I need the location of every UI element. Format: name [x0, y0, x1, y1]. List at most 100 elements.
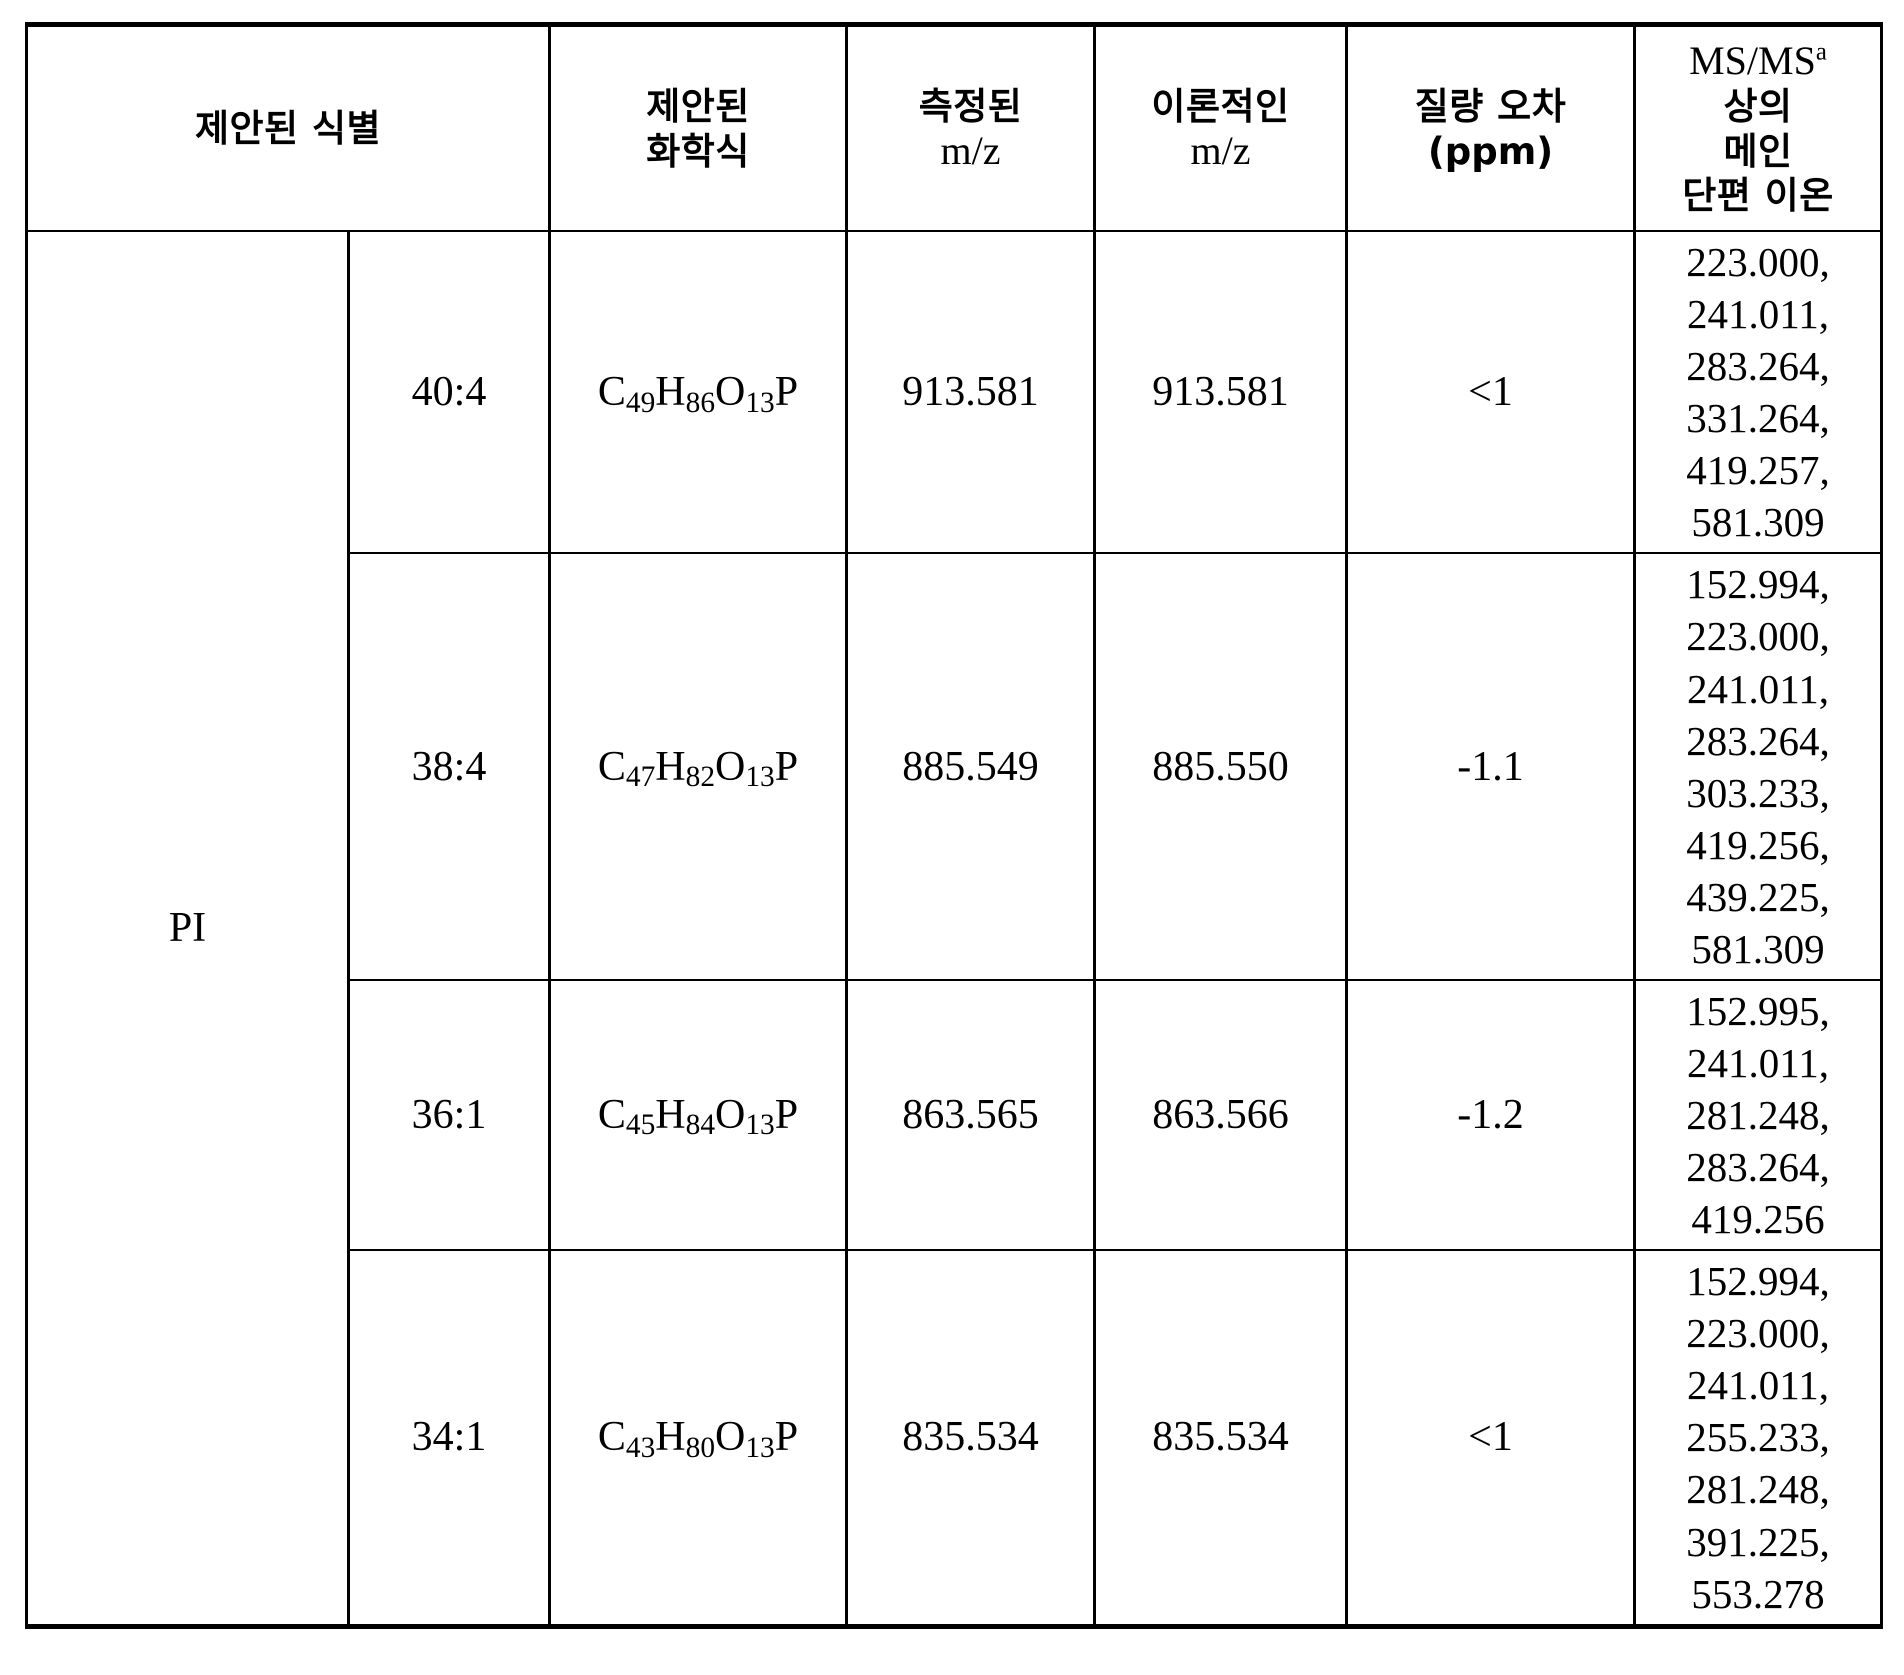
- formula-subscript-o: 13: [745, 387, 774, 419]
- column-header-proposed-identification: 제안된 식별: [27, 25, 550, 232]
- formula-element-c: C: [598, 369, 626, 415]
- formula-element-p: P: [775, 369, 798, 415]
- formula-subscript-o: 13: [745, 761, 774, 793]
- formula-subscript-h: 82: [686, 761, 715, 793]
- fragment-ion-value: 283.264,: [1642, 715, 1874, 767]
- measured-mz-cell: 863.565: [847, 980, 1095, 1250]
- column-header-theoretical-mz: 이론적인 m/z: [1095, 25, 1347, 232]
- formula-subscript-o: 13: [745, 1432, 774, 1464]
- species-cell: 40:4: [349, 231, 550, 553]
- formula-element-h: H: [655, 744, 685, 790]
- msms-fragments-cell: 152.994,223.000,241.011,255.233,281.248,…: [1635, 1250, 1882, 1626]
- fragment-ion-value: 553.278: [1642, 1568, 1874, 1620]
- theoretical-mz-cell: 885.550: [1095, 553, 1347, 980]
- theoretical-mz-cell: 835.534: [1095, 1250, 1347, 1626]
- species-cell: 38:4: [349, 553, 550, 980]
- fragment-ion-value: 281.248,: [1642, 1089, 1874, 1141]
- fragment-ion-value: 241.011,: [1642, 288, 1874, 340]
- measured-mz-cell: 913.581: [847, 231, 1095, 553]
- formula-subscript-c: 49: [626, 387, 655, 419]
- header-text-theoretical-line2: m/z: [1191, 128, 1251, 173]
- header-text-msms-line2: 상의: [1723, 85, 1792, 128]
- formula-element-o: O: [715, 369, 745, 415]
- column-header-msms-fragments: MS/MSa 상의 메인 단편 이온: [1635, 25, 1882, 232]
- fragment-ion-value: 241.011,: [1642, 663, 1874, 715]
- header-row: 제안된 식별 제안된 화학식 측정된 m/z 이론적인 m/z 질량 오차 (p…: [27, 25, 1882, 232]
- header-text-theoretical-line1: 이론적인: [1151, 85, 1289, 128]
- header-text-mass-error-line1: 질량 오차: [1415, 85, 1567, 128]
- theoretical-mz-cell: 863.566: [1095, 980, 1347, 1250]
- formula-element-c: C: [598, 1092, 626, 1138]
- column-header-proposed-formula: 제안된 화학식: [550, 25, 847, 232]
- fragment-ion-value: 281.248,: [1642, 1463, 1874, 1515]
- formula-element-o: O: [715, 1414, 745, 1460]
- msms-fragments-cell: 223.000,241.011,283.264,331.264,419.257,…: [1635, 231, 1882, 553]
- mass-error-cell: -1.1: [1347, 553, 1635, 980]
- header-text-msms-label: MS/MS: [1689, 38, 1816, 83]
- mass-error-cell: <1: [1347, 231, 1635, 553]
- formula-subscript-h: 80: [686, 1432, 715, 1464]
- fragment-ion-value: 581.309: [1642, 496, 1874, 548]
- formula-element-h: H: [655, 369, 685, 415]
- lipid-identification-table: 제안된 식별 제안된 화학식 측정된 m/z 이론적인 m/z 질량 오차 (p…: [25, 22, 1883, 1629]
- formula-subscript-c: 45: [626, 1109, 655, 1141]
- formula-element-o: O: [715, 1092, 745, 1138]
- fragment-ion-value: 283.264,: [1642, 340, 1874, 392]
- formula-subscript-h: 86: [686, 387, 715, 419]
- header-text-measured-line2: m/z: [941, 128, 1001, 173]
- formula-subscript-o: 13: [745, 1109, 774, 1141]
- formula-cell: C47H82O13P: [550, 553, 847, 980]
- formula-element-p: P: [775, 1414, 798, 1460]
- formula-element-h: H: [655, 1414, 685, 1460]
- msms-fragments-cell: 152.994,223.000,241.011,283.264,303.233,…: [1635, 553, 1882, 980]
- header-footnote-marker: a: [1816, 39, 1827, 66]
- fragment-ion-value: 419.256,: [1642, 819, 1874, 871]
- formula-element-o: O: [715, 744, 745, 790]
- header-text-proposed-formula-line1: 제안된: [646, 85, 750, 128]
- column-header-measured-mz: 측정된 m/z: [847, 25, 1095, 232]
- fragment-ion-value: 419.257,: [1642, 444, 1874, 496]
- fragment-ion-value: 303.233,: [1642, 767, 1874, 819]
- fragment-ion-value: 152.995,: [1642, 985, 1874, 1037]
- table-body: PI 40:4 C49H86O13P 913.581 913.581 <1 22…: [27, 231, 1882, 1626]
- table-row: PI 40:4 C49H86O13P 913.581 913.581 <1 22…: [27, 231, 1882, 553]
- header-text-proposed-identification: 제안된 식별: [195, 107, 381, 150]
- fragment-ion-value: 331.264,: [1642, 392, 1874, 444]
- formula-cell: C49H86O13P: [550, 231, 847, 553]
- fragment-ion-value: 391.225,: [1642, 1516, 1874, 1568]
- header-text-msms-line4: 단편 이온: [1682, 174, 1834, 217]
- formula-element-p: P: [775, 1092, 798, 1138]
- formula-element-c: C: [598, 744, 626, 790]
- header-text-msms-line3: 메인: [1723, 130, 1792, 173]
- formula-subscript-c: 43: [626, 1432, 655, 1464]
- formula-subscript-h: 84: [686, 1109, 715, 1141]
- column-header-mass-error: 질량 오차 (ppm): [1347, 25, 1635, 232]
- fragment-ion-value: 241.011,: [1642, 1359, 1874, 1411]
- mass-error-cell: -1.2: [1347, 980, 1635, 1250]
- header-text-measured-line1: 측정된: [919, 85, 1023, 128]
- formula-element-h: H: [655, 1092, 685, 1138]
- formula-cell: C43H80O13P: [550, 1250, 847, 1626]
- fragment-ion-value: 152.994,: [1642, 1255, 1874, 1307]
- mass-error-cell: <1: [1347, 1250, 1635, 1626]
- header-text-msms-line1: MS/MSa: [1689, 38, 1827, 83]
- species-cell: 36:1: [349, 980, 550, 1250]
- species-cell: 34:1: [349, 1250, 550, 1626]
- table-header: 제안된 식별 제안된 화학식 측정된 m/z 이론적인 m/z 질량 오차 (p…: [27, 25, 1882, 232]
- fragment-ion-value: 241.011,: [1642, 1037, 1874, 1089]
- formula-cell: C45H84O13P: [550, 980, 847, 1250]
- fragment-ion-value: 283.264,: [1642, 1141, 1874, 1193]
- fragment-ion-value: 255.233,: [1642, 1411, 1874, 1463]
- fragment-ion-value: 581.309: [1642, 923, 1874, 975]
- formula-element-p: P: [775, 744, 798, 790]
- header-text-proposed-formula-line2: 화학식: [646, 130, 750, 173]
- fragment-ion-value: 223.000,: [1642, 610, 1874, 662]
- measured-mz-cell: 885.549: [847, 553, 1095, 980]
- fragment-ion-value: 439.225,: [1642, 871, 1874, 923]
- fragment-ion-value: 223.000,: [1642, 236, 1874, 288]
- msms-fragments-cell: 152.995,241.011,281.248,283.264,419.256: [1635, 980, 1882, 1250]
- lipid-class-cell: PI: [27, 231, 349, 1626]
- formula-element-c: C: [598, 1414, 626, 1460]
- formula-subscript-c: 47: [626, 761, 655, 793]
- measured-mz-cell: 835.534: [847, 1250, 1095, 1626]
